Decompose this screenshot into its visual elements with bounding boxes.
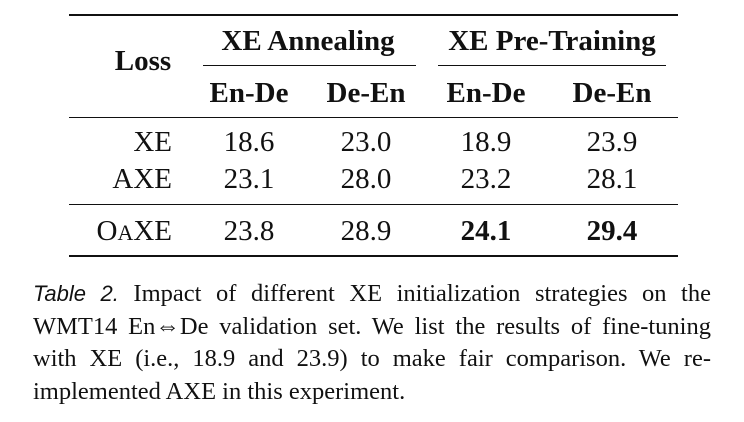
table-cell: 18.9	[460, 126, 512, 158]
table-cell: 23.0	[340, 126, 392, 158]
table-cell: 23.1	[223, 163, 275, 195]
group-header-annealing: XE Annealing	[221, 25, 395, 57]
sub-header: En-De	[446, 77, 526, 109]
table-cell: 18.6	[223, 126, 275, 158]
top-rule	[69, 14, 678, 16]
sub-header: De-En	[326, 77, 406, 109]
table-cell-best: 24.1	[460, 215, 512, 247]
header-rule	[69, 117, 678, 119]
sub-header: En-De	[209, 77, 289, 109]
table-cell: 28.1	[586, 163, 638, 195]
mid-rule	[69, 204, 678, 206]
table-cell: 23.9	[586, 126, 638, 158]
bottom-rule	[69, 255, 678, 257]
table-cell-best: 29.4	[586, 215, 638, 247]
row-loss-label-oaxe: OAXE	[96, 215, 172, 249]
caption-label: Table 2.	[33, 281, 119, 306]
table-cell: 28.9	[340, 215, 392, 247]
annealing-group-rule	[203, 65, 416, 67]
loss-suffix: XE	[133, 215, 172, 247]
loss-smallcap: A	[117, 220, 134, 245]
table-cell: 23.8	[223, 215, 275, 247]
table-caption: Table 2. Impact of different XE initiali…	[33, 278, 711, 408]
sub-header: De-En	[572, 77, 652, 109]
row-loss-label: XE	[133, 126, 172, 158]
row-loss-label: AXE	[112, 163, 172, 195]
loss-header: Loss	[114, 45, 172, 77]
loss-prefix: O	[96, 215, 118, 247]
table-cell: 23.2	[460, 163, 512, 195]
group-header-pretraining: XE Pre-Training	[448, 25, 656, 57]
pretraining-group-rule	[438, 65, 666, 67]
caption-text: Impact of different XE initialization st…	[33, 280, 711, 405]
table-cell: 28.0	[340, 163, 392, 195]
